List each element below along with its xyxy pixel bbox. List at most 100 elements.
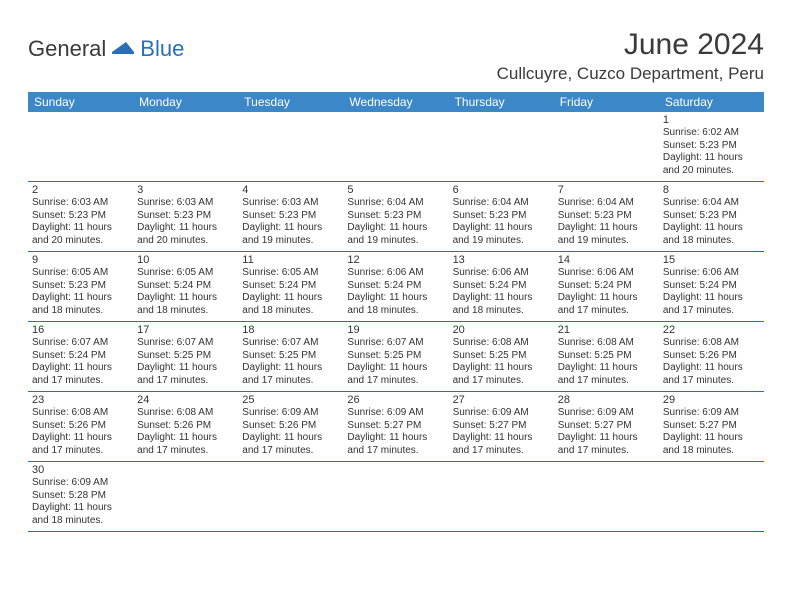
day-sunset: Sunset: 5:24 PM (663, 280, 760, 293)
day-daylight1: Daylight: 11 hours (453, 432, 550, 445)
day-daylight1: Daylight: 11 hours (558, 362, 655, 375)
calendar-day-cell: 27Sunrise: 6:09 AMSunset: 5:27 PMDayligh… (449, 392, 554, 462)
day-daylight1: Daylight: 11 hours (558, 432, 655, 445)
day-number: 30 (32, 464, 129, 476)
header-monday: Monday (133, 92, 238, 112)
day-sunrise: Sunrise: 6:09 AM (32, 477, 129, 490)
day-sunset: Sunset: 5:25 PM (242, 350, 339, 363)
day-daylight2: and 17 minutes. (347, 375, 444, 388)
day-daylight2: and 17 minutes. (453, 445, 550, 458)
calendar-day-cell: 28Sunrise: 6:09 AMSunset: 5:27 PMDayligh… (554, 392, 659, 462)
day-daylight2: and 19 minutes. (558, 235, 655, 248)
day-sunrise: Sunrise: 6:06 AM (558, 267, 655, 280)
calendar-day-cell: 29Sunrise: 6:09 AMSunset: 5:27 PMDayligh… (659, 392, 764, 462)
calendar-day-cell: 1Sunrise: 6:02 AMSunset: 5:23 PMDaylight… (659, 112, 764, 182)
day-number: 8 (663, 184, 760, 196)
day-daylight2: and 17 minutes. (663, 375, 760, 388)
day-number: 19 (347, 324, 444, 336)
day-number: 12 (347, 254, 444, 266)
day-number: 9 (32, 254, 129, 266)
day-daylight2: and 18 minutes. (32, 515, 129, 528)
day-sunrise: Sunrise: 6:09 AM (347, 407, 444, 420)
calendar-day-cell: 23Sunrise: 6:08 AMSunset: 5:26 PMDayligh… (28, 392, 133, 462)
calendar-header-row: Sunday Monday Tuesday Wednesday Thursday… (28, 92, 764, 112)
day-sunrise: Sunrise: 6:07 AM (347, 337, 444, 350)
day-sunset: Sunset: 5:27 PM (453, 420, 550, 433)
day-number: 7 (558, 184, 655, 196)
day-number: 6 (453, 184, 550, 196)
day-number: 22 (663, 324, 760, 336)
day-sunrise: Sunrise: 6:06 AM (347, 267, 444, 280)
day-daylight2: and 17 minutes. (32, 445, 129, 458)
day-daylight1: Daylight: 11 hours (32, 222, 129, 235)
calendar-day-cell: 3Sunrise: 6:03 AMSunset: 5:23 PMDaylight… (133, 182, 238, 252)
day-daylight2: and 20 minutes. (663, 165, 760, 178)
day-number: 21 (558, 324, 655, 336)
day-daylight1: Daylight: 11 hours (663, 362, 760, 375)
calendar-day-cell (449, 462, 554, 532)
calendar-day-cell: 12Sunrise: 6:06 AMSunset: 5:24 PMDayligh… (343, 252, 448, 322)
day-daylight2: and 20 minutes. (137, 235, 234, 248)
day-sunrise: Sunrise: 6:07 AM (137, 337, 234, 350)
day-sunset: Sunset: 5:23 PM (558, 210, 655, 223)
day-daylight1: Daylight: 11 hours (558, 292, 655, 305)
day-daylight1: Daylight: 11 hours (347, 222, 444, 235)
day-sunset: Sunset: 5:24 PM (347, 280, 444, 293)
day-daylight1: Daylight: 11 hours (137, 432, 234, 445)
day-daylight1: Daylight: 11 hours (347, 432, 444, 445)
day-sunset: Sunset: 5:26 PM (663, 350, 760, 363)
day-sunrise: Sunrise: 6:08 AM (663, 337, 760, 350)
calendar-day-cell: 14Sunrise: 6:06 AMSunset: 5:24 PMDayligh… (554, 252, 659, 322)
day-daylight1: Daylight: 11 hours (663, 222, 760, 235)
day-daylight2: and 17 minutes. (32, 375, 129, 388)
day-sunset: Sunset: 5:25 PM (453, 350, 550, 363)
day-number: 23 (32, 394, 129, 406)
day-daylight1: Daylight: 11 hours (663, 432, 760, 445)
day-sunrise: Sunrise: 6:08 AM (453, 337, 550, 350)
day-number: 13 (453, 254, 550, 266)
calendar-day-cell (449, 112, 554, 182)
day-sunset: Sunset: 5:24 PM (242, 280, 339, 293)
title-block: June 2024 Cullcuyre, Cuzco Department, P… (497, 28, 764, 84)
day-sunset: Sunset: 5:27 PM (663, 420, 760, 433)
day-daylight2: and 17 minutes. (558, 445, 655, 458)
day-daylight2: and 17 minutes. (558, 375, 655, 388)
day-sunrise: Sunrise: 6:03 AM (137, 197, 234, 210)
day-number: 28 (558, 394, 655, 406)
calendar-day-cell: 26Sunrise: 6:09 AMSunset: 5:27 PMDayligh… (343, 392, 448, 462)
calendar-day-cell: 11Sunrise: 6:05 AMSunset: 5:24 PMDayligh… (238, 252, 343, 322)
day-sunrise: Sunrise: 6:07 AM (242, 337, 339, 350)
calendar-day-cell (343, 112, 448, 182)
day-daylight2: and 19 minutes. (347, 235, 444, 248)
day-sunrise: Sunrise: 6:09 AM (242, 407, 339, 420)
day-sunset: Sunset: 5:24 PM (453, 280, 550, 293)
day-sunset: Sunset: 5:25 PM (347, 350, 444, 363)
day-sunrise: Sunrise: 6:04 AM (347, 197, 444, 210)
day-daylight2: and 17 minutes. (453, 375, 550, 388)
day-number: 18 (242, 324, 339, 336)
day-sunrise: Sunrise: 6:07 AM (32, 337, 129, 350)
day-number: 4 (242, 184, 339, 196)
day-sunrise: Sunrise: 6:05 AM (32, 267, 129, 280)
calendar-day-cell: 21Sunrise: 6:08 AMSunset: 5:25 PMDayligh… (554, 322, 659, 392)
day-sunset: Sunset: 5:26 PM (32, 420, 129, 433)
calendar-body: 1Sunrise: 6:02 AMSunset: 5:23 PMDaylight… (28, 112, 764, 532)
page-header: General Blue June 2024 Cullcuyre, Cuzco … (28, 28, 764, 84)
day-sunset: Sunset: 5:23 PM (242, 210, 339, 223)
day-daylight1: Daylight: 11 hours (32, 362, 129, 375)
calendar-day-cell: 7Sunrise: 6:04 AMSunset: 5:23 PMDaylight… (554, 182, 659, 252)
calendar-day-cell: 19Sunrise: 6:07 AMSunset: 5:25 PMDayligh… (343, 322, 448, 392)
day-sunset: Sunset: 5:28 PM (32, 490, 129, 503)
calendar-day-cell (343, 462, 448, 532)
day-number: 14 (558, 254, 655, 266)
day-sunset: Sunset: 5:26 PM (137, 420, 234, 433)
day-number: 1 (663, 114, 760, 126)
calendar-table: Sunday Monday Tuesday Wednesday Thursday… (28, 92, 764, 532)
calendar-day-cell: 25Sunrise: 6:09 AMSunset: 5:26 PMDayligh… (238, 392, 343, 462)
day-daylight1: Daylight: 11 hours (347, 362, 444, 375)
day-number: 2 (32, 184, 129, 196)
logo-text-blue: Blue (140, 36, 184, 62)
day-sunset: Sunset: 5:23 PM (137, 210, 234, 223)
calendar-day-cell (659, 462, 764, 532)
day-sunset: Sunset: 5:23 PM (347, 210, 444, 223)
